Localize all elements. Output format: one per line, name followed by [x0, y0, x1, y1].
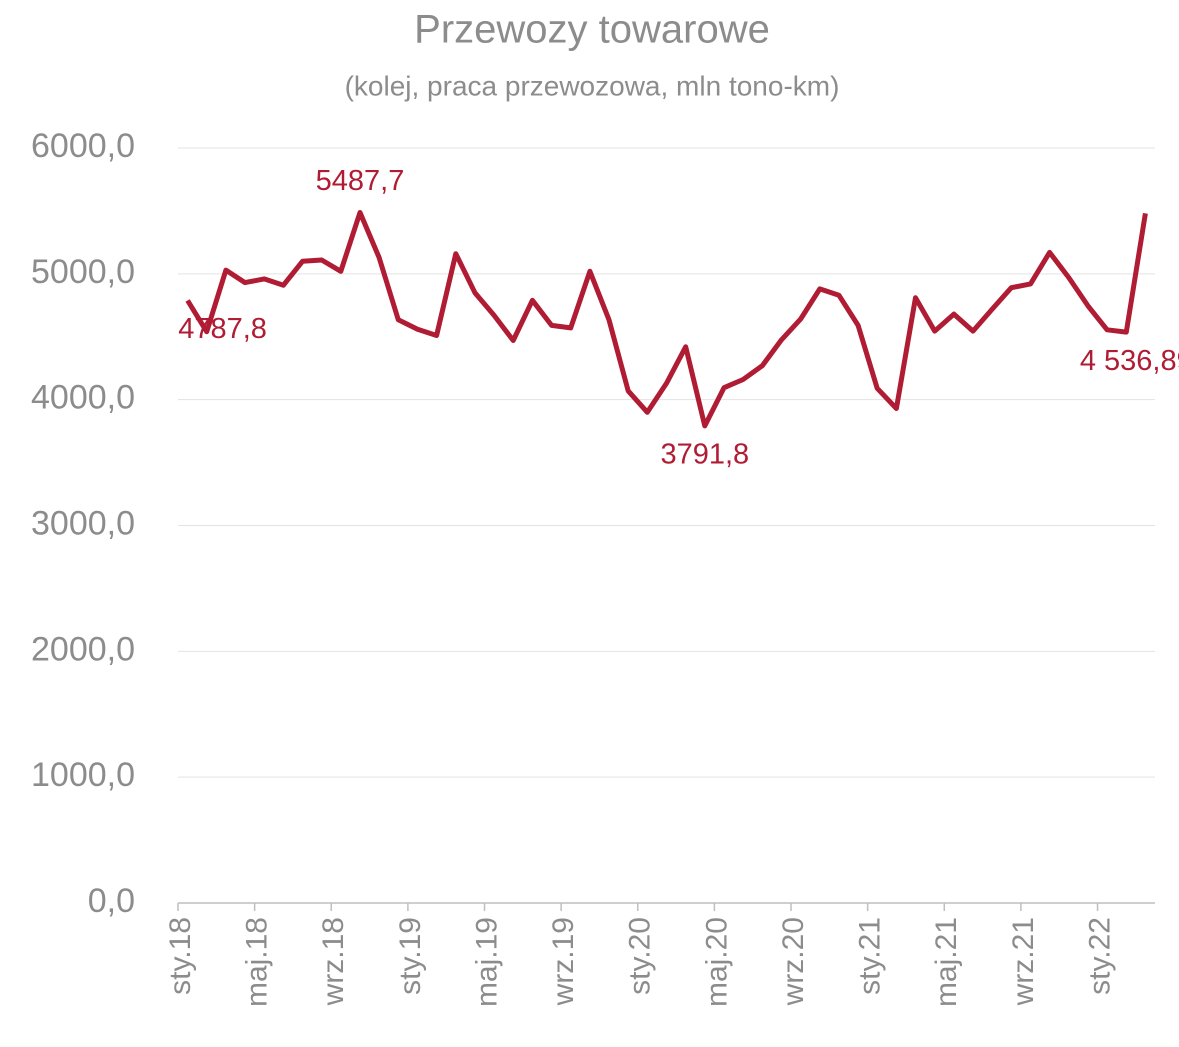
data-label: 5487,7 — [316, 165, 405, 197]
data-label: 4787,8 — [178, 313, 267, 345]
data-label: 4 536,89 — [1080, 345, 1179, 377]
line-series — [185, 210, 1148, 429]
x-tick-label: sty.19 — [394, 917, 427, 995]
y-tick-label: 2000,0 — [31, 630, 135, 668]
x-tick-label: wrz.19 — [547, 917, 580, 1006]
x-tick-label: maj.21 — [930, 917, 963, 1007]
y-tick-label: 0,0 — [88, 882, 135, 920]
x-tick-label: wrz.21 — [1007, 917, 1040, 1006]
y-tick-label: 5000,0 — [31, 253, 135, 291]
x-tick-label: sty.18 — [164, 917, 197, 995]
data-label: 3791,8 — [660, 439, 749, 471]
x-tick-label: wrz.20 — [777, 917, 810, 1006]
x-tick-label: maj.19 — [470, 917, 503, 1007]
y-tick-label: 1000,0 — [31, 756, 135, 794]
y-tick-label: 4000,0 — [31, 379, 135, 417]
x-tick-label: wrz.18 — [317, 917, 350, 1006]
x-tick-label: maj.20 — [700, 917, 733, 1007]
y-tick-label: 3000,0 — [31, 504, 135, 542]
x-tick-label: sty.22 — [1083, 917, 1116, 995]
x-tick-label: maj.18 — [241, 917, 274, 1007]
x-tick-label: sty.21 — [854, 917, 887, 995]
x-tick-label: sty.20 — [624, 917, 657, 995]
chart-subtitle: (kolej, praca przewozowa, mln tono-km) — [345, 70, 840, 101]
chart-title: Przewozy towarowe — [414, 8, 770, 52]
y-tick-label: 6000,0 — [31, 127, 135, 165]
